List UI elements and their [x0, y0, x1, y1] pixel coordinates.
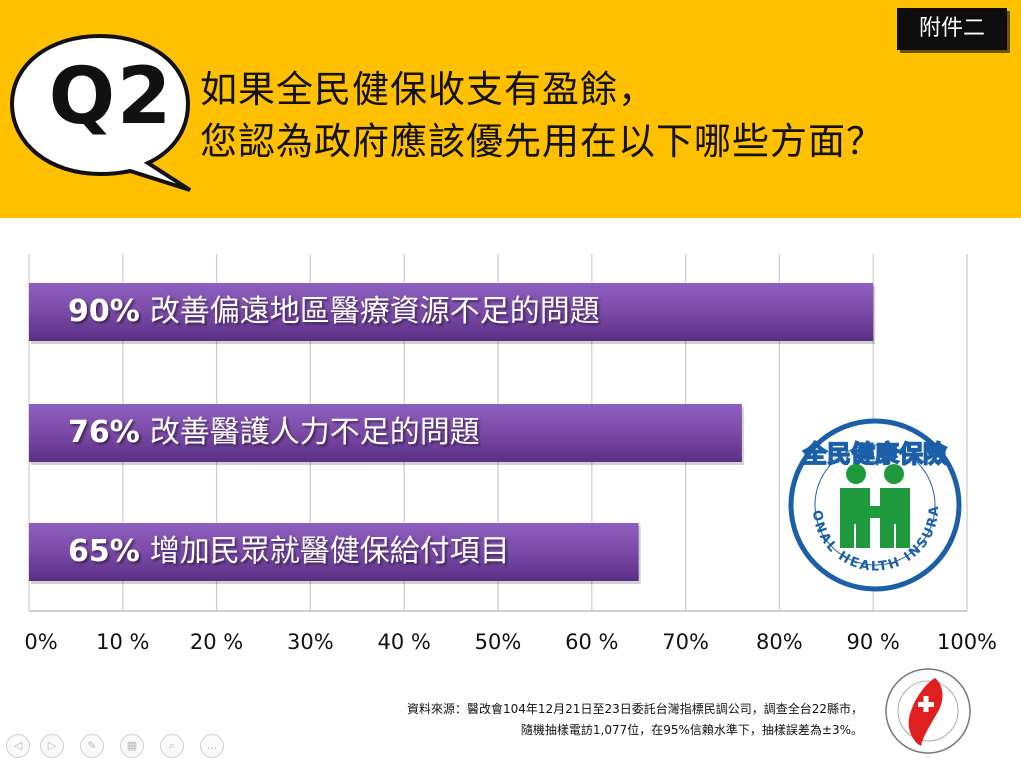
speech-bubble-icon [9, 33, 192, 192]
x-tick-label: 30% [287, 630, 334, 654]
question-title-line-1: 如果全民健保收支有盈餘， [200, 68, 656, 111]
x-tick-label: 0% [24, 630, 58, 654]
bar-label-3: 65% 增加民眾就醫健保給付項目 [68, 524, 510, 580]
x-tick-label: 50% [474, 630, 522, 654]
bar-category-label: 增加民眾就醫健保給付項目 [149, 534, 510, 569]
slides-grid-icon[interactable]: ▦ [120, 734, 144, 758]
bar-value-label: 90% [68, 294, 140, 329]
bar-category-label: 改善醫護人力不足的問題 [149, 415, 480, 450]
source-line-1: 資料來源：醫改會104年12月21日至23日委託台灣指標民調公司，調查全台22縣… [407, 702, 863, 716]
x-tick-label: 20 % [189, 630, 244, 654]
zoom-icon[interactable]: ⌕ [160, 734, 184, 758]
bar-3 [29, 523, 639, 581]
bar-label-1: 90% 改善偏遠地區醫療資源不足的問題 [68, 284, 600, 340]
x-tick-label: 10 % [96, 630, 150, 654]
x-tick-label: 80% [756, 630, 803, 654]
bar-label-2: 76% 改善醫護人力不足的問題 [68, 405, 480, 461]
question-title: 如果全民健保收支有盈餘， 您認為政府應該優先用在以下哪些方面？ [200, 64, 1010, 168]
nhi-logo-icon: 全民健康保險 NATIONAL HEALTH INSURANCE [788, 418, 962, 592]
x-tick-label: 100% [936, 630, 998, 654]
bar-value-label: 76% [68, 415, 140, 450]
x-tick-label: 60 % [565, 630, 619, 654]
bar-category-label: 改善偏遠地區醫療資源不足的問題 [149, 294, 600, 329]
x-tick-label: 90 % [846, 630, 900, 654]
nhi-logo-name: 全民健康保險 [802, 440, 947, 468]
bar-chart [28, 254, 968, 612]
source-line-2: 隨機抽樣電訪1,077位，在95%信賴水準下，抽樣誤差為±3%。 [520, 723, 863, 737]
question-number: Q2 [48, 52, 174, 142]
data-source-note: 資料來源：醫改會104年12月21日至23日委託台灣指標民調公司，調查全台22縣… [407, 699, 863, 741]
x-tick-label: 70% [662, 630, 709, 654]
bar-value-label: 65% [68, 534, 140, 569]
appendix-badge: 附件二 [897, 8, 1007, 50]
question-title-line-2: 您認為政府應該優先用在以下哪些方面？ [200, 120, 884, 163]
bar-2 [29, 404, 742, 462]
foundation-logo-icon [885, 668, 971, 754]
more-options-icon[interactable]: … [200, 734, 224, 758]
bar-1 [29, 283, 874, 341]
x-tick-label: 40 % [377, 630, 431, 654]
previous-icon[interactable]: ◁ [6, 734, 30, 758]
next-icon[interactable]: ▷ [40, 734, 64, 758]
pen-icon[interactable]: ✎ [80, 734, 104, 758]
